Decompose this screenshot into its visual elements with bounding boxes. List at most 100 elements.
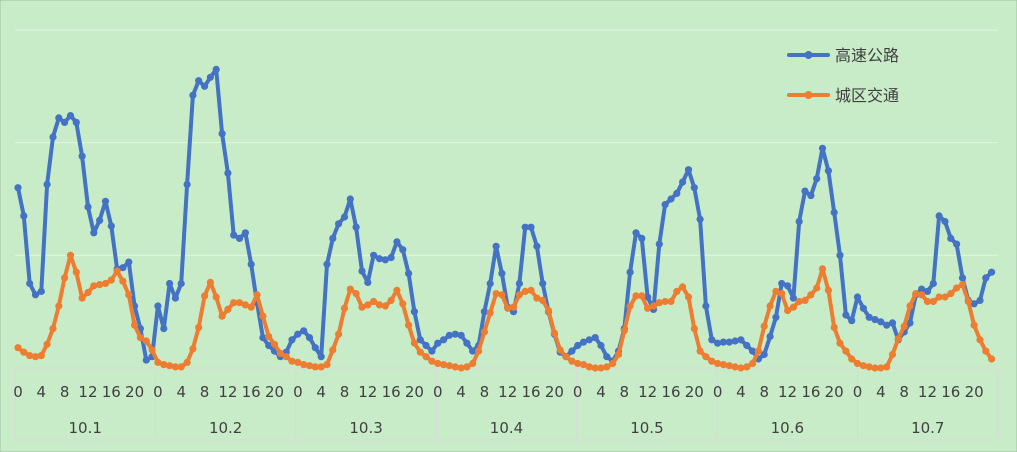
data-point bbox=[463, 339, 471, 347]
hour-tick-label: 12 bbox=[358, 383, 377, 401]
data-point bbox=[661, 201, 669, 209]
data-point bbox=[725, 338, 733, 346]
data-point bbox=[801, 187, 809, 195]
data-point bbox=[958, 281, 967, 289]
data-point bbox=[702, 353, 710, 361]
data-point bbox=[778, 279, 786, 288]
data-point bbox=[66, 251, 75, 259]
data-point bbox=[964, 297, 972, 306]
data-point bbox=[976, 296, 984, 304]
data-point bbox=[947, 234, 955, 242]
data-point bbox=[912, 290, 920, 298]
data-point bbox=[282, 353, 290, 361]
hour-tick-label: 16 bbox=[521, 383, 540, 401]
data-point bbox=[603, 363, 611, 371]
data-point bbox=[585, 336, 593, 344]
hour-tick-label: 8 bbox=[340, 383, 350, 401]
data-point bbox=[393, 286, 401, 294]
data-point bbox=[923, 287, 932, 295]
data-point bbox=[253, 291, 261, 299]
data-point bbox=[533, 294, 541, 302]
hour-tick-label: 16 bbox=[941, 383, 960, 401]
data-point bbox=[434, 339, 442, 347]
data-point bbox=[218, 130, 226, 138]
data-point bbox=[259, 312, 267, 320]
data-point bbox=[661, 297, 669, 306]
data-point bbox=[37, 287, 45, 295]
data-point bbox=[754, 347, 763, 355]
data-point bbox=[894, 335, 902, 343]
data-point bbox=[859, 362, 868, 370]
data-point bbox=[352, 223, 360, 231]
data-point bbox=[101, 197, 110, 205]
data-point bbox=[941, 217, 949, 226]
data-point bbox=[381, 302, 389, 310]
data-point bbox=[614, 350, 623, 359]
hour-tick-label: 0 bbox=[573, 383, 583, 401]
data-point bbox=[142, 337, 150, 345]
series-group bbox=[14, 65, 996, 372]
data-point bbox=[154, 358, 162, 366]
data-point bbox=[166, 279, 174, 288]
data-point bbox=[189, 345, 197, 353]
data-point bbox=[72, 118, 80, 126]
data-point bbox=[544, 306, 553, 315]
data-point bbox=[714, 359, 722, 368]
data-point bbox=[550, 329, 559, 337]
data-point bbox=[469, 347, 477, 355]
data-point bbox=[212, 293, 220, 301]
data-point bbox=[346, 195, 354, 203]
data-point bbox=[358, 267, 366, 275]
data-point bbox=[492, 290, 500, 298]
data-point bbox=[515, 291, 524, 299]
data-point bbox=[486, 309, 494, 317]
data-point bbox=[871, 364, 879, 372]
data-point bbox=[597, 341, 605, 350]
data-point bbox=[824, 167, 833, 175]
data-point bbox=[224, 169, 232, 177]
data-point bbox=[836, 251, 844, 259]
data-point bbox=[498, 269, 506, 277]
data-point bbox=[457, 331, 465, 339]
data-point bbox=[84, 288, 92, 297]
data-point bbox=[667, 297, 675, 306]
data-point bbox=[947, 290, 955, 298]
data-point bbox=[988, 355, 996, 363]
data-point bbox=[107, 222, 115, 230]
data-point bbox=[300, 327, 308, 335]
data-point bbox=[160, 361, 168, 369]
data-point bbox=[125, 258, 133, 266]
data-point bbox=[445, 331, 453, 339]
data-point bbox=[853, 293, 862, 301]
data-point bbox=[865, 313, 873, 321]
day-label: 10.4 bbox=[490, 419, 523, 437]
data-point bbox=[201, 82, 209, 90]
data-point bbox=[434, 359, 442, 368]
data-point bbox=[288, 357, 296, 365]
hour-tick-label: 20 bbox=[685, 383, 704, 401]
data-point bbox=[842, 347, 850, 355]
data-point bbox=[212, 65, 220, 73]
data-point bbox=[673, 189, 681, 197]
data-point bbox=[364, 301, 372, 309]
data-point bbox=[107, 276, 115, 284]
data-point bbox=[206, 73, 214, 81]
data-point bbox=[259, 334, 267, 342]
hour-tick-label: 20 bbox=[825, 383, 844, 401]
data-point bbox=[90, 229, 98, 237]
data-point bbox=[265, 341, 273, 350]
data-point bbox=[696, 347, 704, 355]
data-point bbox=[78, 294, 86, 302]
data-point bbox=[72, 268, 80, 276]
data-point bbox=[684, 293, 693, 301]
data-point bbox=[131, 321, 139, 329]
data-point bbox=[247, 303, 255, 311]
data-point bbox=[90, 282, 98, 290]
data-point bbox=[737, 364, 745, 372]
data-point bbox=[877, 364, 885, 372]
data-point bbox=[929, 279, 937, 288]
data-point bbox=[323, 361, 331, 369]
data-point bbox=[101, 279, 110, 288]
